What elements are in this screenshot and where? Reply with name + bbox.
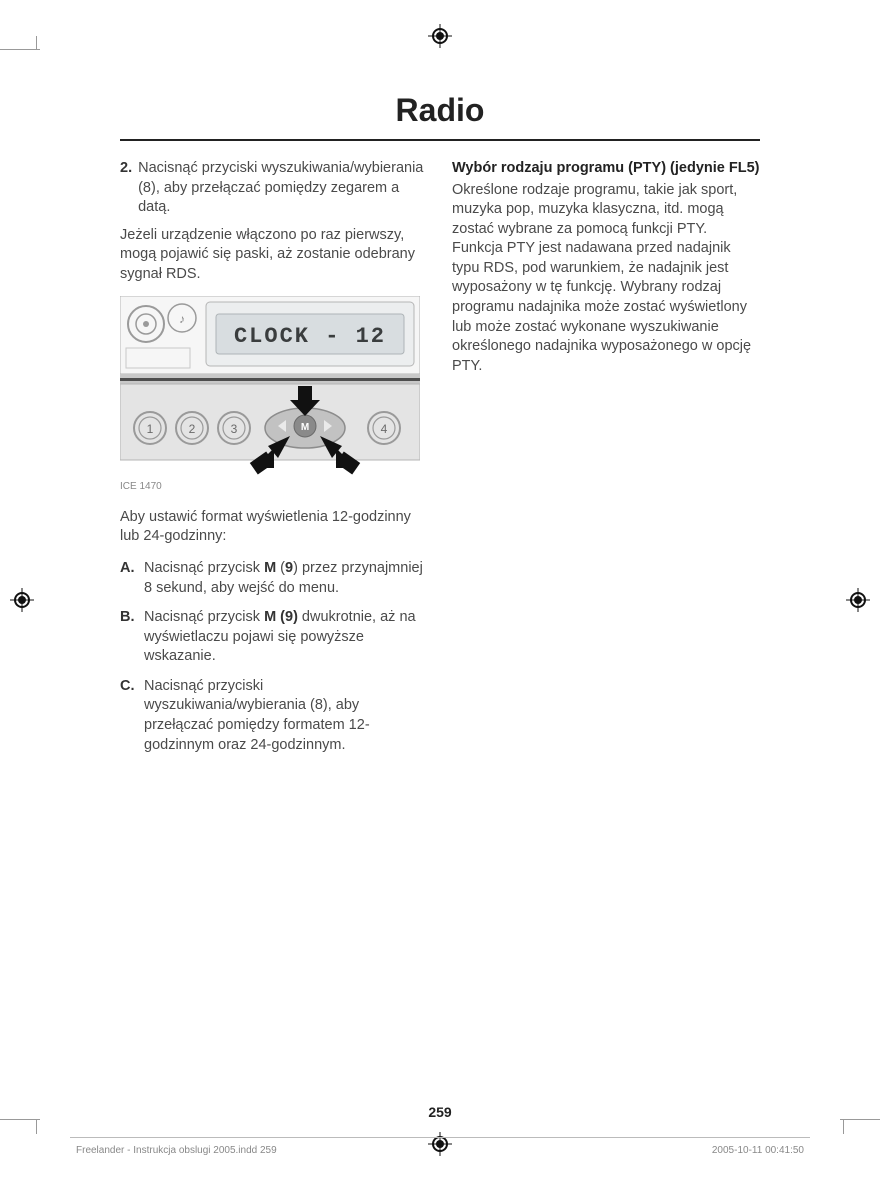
- step-text: Nacisnąć przycisk M (9) przez przynajmni…: [144, 559, 428, 598]
- numbered-item-2: 2. Nacisnąć przyciski wyszukiwania/wybie…: [120, 159, 428, 218]
- step-letter: A.: [120, 559, 138, 598]
- paragraph-format: Aby ustawić format wyświetlenia 12-godzi…: [120, 508, 428, 547]
- step-letter: C.: [120, 677, 138, 755]
- preset-button-4: 4: [368, 412, 400, 444]
- radio-illustration: ♪ CLOCK - 12 1: [120, 296, 420, 476]
- pty-heading: Wybór rodzaju programu (PTY) (jedynie FL…: [452, 159, 760, 179]
- step-letter: B.: [120, 608, 138, 667]
- registration-mark-bottom: [428, 1132, 452, 1156]
- svg-text:3: 3: [231, 422, 238, 436]
- right-column: Wybór rodzaju programu (PTY) (jedynie FL…: [452, 159, 760, 765]
- footer-divider: [70, 1137, 810, 1138]
- footer-timestamp: 2005-10-11 00:41:50: [712, 1145, 804, 1156]
- registration-mark-left: [10, 588, 34, 612]
- preset-button-3: 3: [218, 412, 250, 444]
- step-b: B. Nacisnąć przycisk M (9) dwukrotnie, a…: [120, 608, 428, 667]
- page-title: Radio: [120, 92, 760, 141]
- footer-filename: Freelander - Instrukcja obslugi 2005.ind…: [76, 1145, 277, 1156]
- registration-mark-top: [428, 24, 452, 48]
- svg-text:4: 4: [381, 422, 388, 436]
- step-text: Nacisnąć przyciski wyszukiwania/wybieran…: [144, 677, 428, 755]
- svg-text:M: M: [301, 422, 309, 433]
- item-text: Nacisnąć przyciski wyszukiwania/wybieran…: [138, 159, 428, 218]
- item-number: 2.: [120, 159, 132, 218]
- registration-mark-right: [846, 588, 870, 612]
- preset-button-1: 1: [134, 412, 166, 444]
- svg-text:2: 2: [189, 422, 196, 436]
- svg-text:♪: ♪: [179, 312, 185, 326]
- step-text: Nacisnąć przycisk M (9) dwukrotnie, aż n…: [144, 608, 428, 667]
- page-number: 259: [0, 1104, 880, 1120]
- preset-button-2: 2: [176, 412, 208, 444]
- step-c: C. Nacisnąć przyciski wyszukiwania/wybie…: [120, 677, 428, 755]
- left-column: 2. Nacisnąć przyciski wyszukiwania/wybie…: [120, 159, 428, 765]
- two-column-layout: 2. Nacisnąć przyciski wyszukiwania/wybie…: [120, 159, 760, 765]
- figure-label: ICE 1470: [120, 480, 428, 494]
- svg-text:1: 1: [147, 422, 154, 436]
- page-content: Radio 2. Nacisnąć przyciski wyszukiwania…: [120, 92, 760, 1092]
- crop-mark-top-left: [0, 46, 40, 54]
- display-text: CLOCK - 12: [234, 324, 386, 349]
- step-a: A. Nacisnąć przycisk M (9) przez przynaj…: [120, 559, 428, 598]
- paragraph-rds: Jeżeli urządzenie włączono po raz pierws…: [120, 226, 428, 285]
- pty-paragraph: Określone rodzaje programu, takie jak sp…: [452, 181, 760, 377]
